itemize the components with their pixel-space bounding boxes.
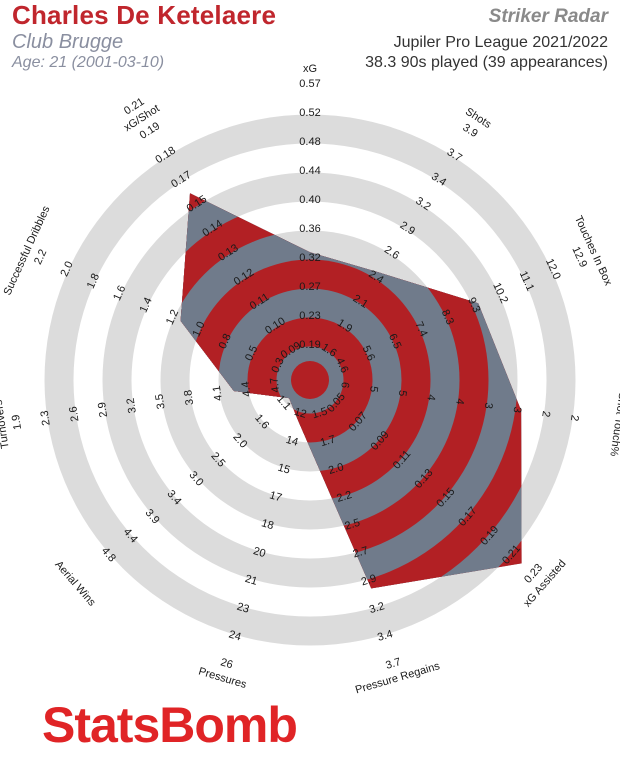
- radar-tick-label: 6: [338, 381, 351, 389]
- radar-tick-label: 4.1: [211, 385, 225, 402]
- radar-tick-label: 3.2: [125, 397, 139, 414]
- radar-tick-label: 2.2: [335, 489, 353, 505]
- radar-tick-label: 2.0: [58, 260, 75, 279]
- radar-metric-label: xG: [303, 63, 317, 75]
- radar-tick-label: 2.2: [32, 248, 49, 267]
- radar-metric-label: Shot Touch%: [607, 391, 620, 457]
- radar-tick-label: 4.4: [240, 381, 254, 398]
- radar-tick-label: 2: [539, 410, 552, 418]
- radar-tick-label: 0.8: [217, 332, 234, 351]
- radar-tick-label: 2.6: [67, 405, 81, 422]
- radar-tick-label: 3.2: [368, 600, 386, 616]
- radar-tick-label: 0.23: [299, 310, 320, 322]
- radar-tick-label: 5.6: [360, 344, 377, 363]
- radar-tick-label: 6.5: [386, 332, 403, 351]
- radar-tick-label: 0.5: [243, 344, 260, 363]
- radar-tick-label: 1.6: [111, 284, 128, 303]
- radar-tick-label: 26: [219, 656, 234, 671]
- radar-tick-label: 3: [511, 406, 524, 414]
- radar-metric-label: Pressures: [197, 666, 248, 692]
- radar-tick-label: 7.4: [412, 320, 429, 339]
- statsbomb-logo: StatsBomb: [42, 697, 298, 753]
- radar-tick-label: 20: [252, 545, 267, 560]
- radar-tick-label: 8.3: [439, 308, 456, 327]
- radar-tick-label: 1.7: [319, 433, 337, 449]
- player-name: Charles De Ketelaere: [12, 0, 277, 30]
- radar-tick-label: 5: [367, 385, 380, 393]
- radar-tick-label: 23: [235, 601, 250, 616]
- player-age: Age: 21 (2001-03-10): [12, 54, 165, 71]
- radar-tick-label: 3: [482, 402, 495, 410]
- radar-tick-label: 2.9: [96, 401, 110, 418]
- radar-tick-label: 5: [396, 389, 409, 397]
- radar-tick-label: 4.6: [333, 356, 350, 375]
- radar-tick-label: 1.2: [164, 308, 181, 327]
- radar-tick-label: 0.57: [299, 78, 320, 90]
- radar-tick-label: 15: [276, 462, 291, 477]
- radar-tick-label: 2.0: [327, 461, 345, 477]
- radar-tick-label: 2.7: [352, 545, 370, 561]
- radar-tick-label: 0.40: [299, 194, 320, 206]
- radar-tick-label: 1.4: [138, 296, 155, 315]
- radar-tick-label: 2.3: [39, 410, 53, 427]
- radar-center: [291, 361, 329, 399]
- radar-tick-label: 4.7: [268, 377, 282, 394]
- radar-tick-label: 1.0: [190, 320, 207, 339]
- radar-tick-label: 14: [284, 434, 299, 449]
- radar-tick-label: 0.32: [299, 252, 320, 264]
- radar-tick-label: 1.8: [85, 272, 102, 291]
- radar-tick-label: 1.9: [10, 414, 24, 431]
- radar-tick-label: 0.27: [299, 281, 320, 293]
- competition-season: Jupiler Pro League 2021/2022: [393, 34, 608, 51]
- radar-metric-label: Turnovers: [0, 399, 12, 450]
- radar-tick-label: 3.7: [384, 656, 402, 672]
- radar-tick-label: 3.8: [182, 389, 196, 406]
- radar-tick-label: 17: [268, 489, 283, 504]
- radar-tick-label: 4: [453, 398, 466, 406]
- radar-tick-label: 9.3: [465, 296, 482, 315]
- radar-tick-label: 0.19: [299, 339, 320, 351]
- radar-tick-label: 0.36: [299, 223, 320, 235]
- radar-tick-label: 1.5: [311, 405, 329, 421]
- radar-tick-label: 4: [424, 394, 437, 402]
- radar-tick-label: 2.9: [360, 572, 378, 588]
- radar-tick-label: 3.5: [153, 393, 167, 410]
- radar-tick-label: 24: [227, 629, 242, 644]
- radar-tick-label: 12: [293, 406, 308, 421]
- radar-tick-label: 2: [568, 414, 581, 422]
- minutes-played: 38.3 90s played (39 appearances): [365, 54, 608, 71]
- radar-tick-label: 3.4: [376, 628, 394, 644]
- radar-tick-label: 18: [260, 517, 275, 532]
- club-name: Club Brugge: [12, 31, 124, 53]
- radar-tick-label: 0.3: [269, 356, 286, 375]
- radar-tick-label: 0.44: [299, 165, 320, 177]
- radar-tick-label: 0.52: [299, 107, 320, 119]
- template-name: Striker Radar: [488, 6, 608, 27]
- radar-tick-label: 0.48: [299, 136, 320, 148]
- radar-tick-label: 2.5: [343, 517, 361, 533]
- radar-tick-label: 21: [244, 573, 259, 588]
